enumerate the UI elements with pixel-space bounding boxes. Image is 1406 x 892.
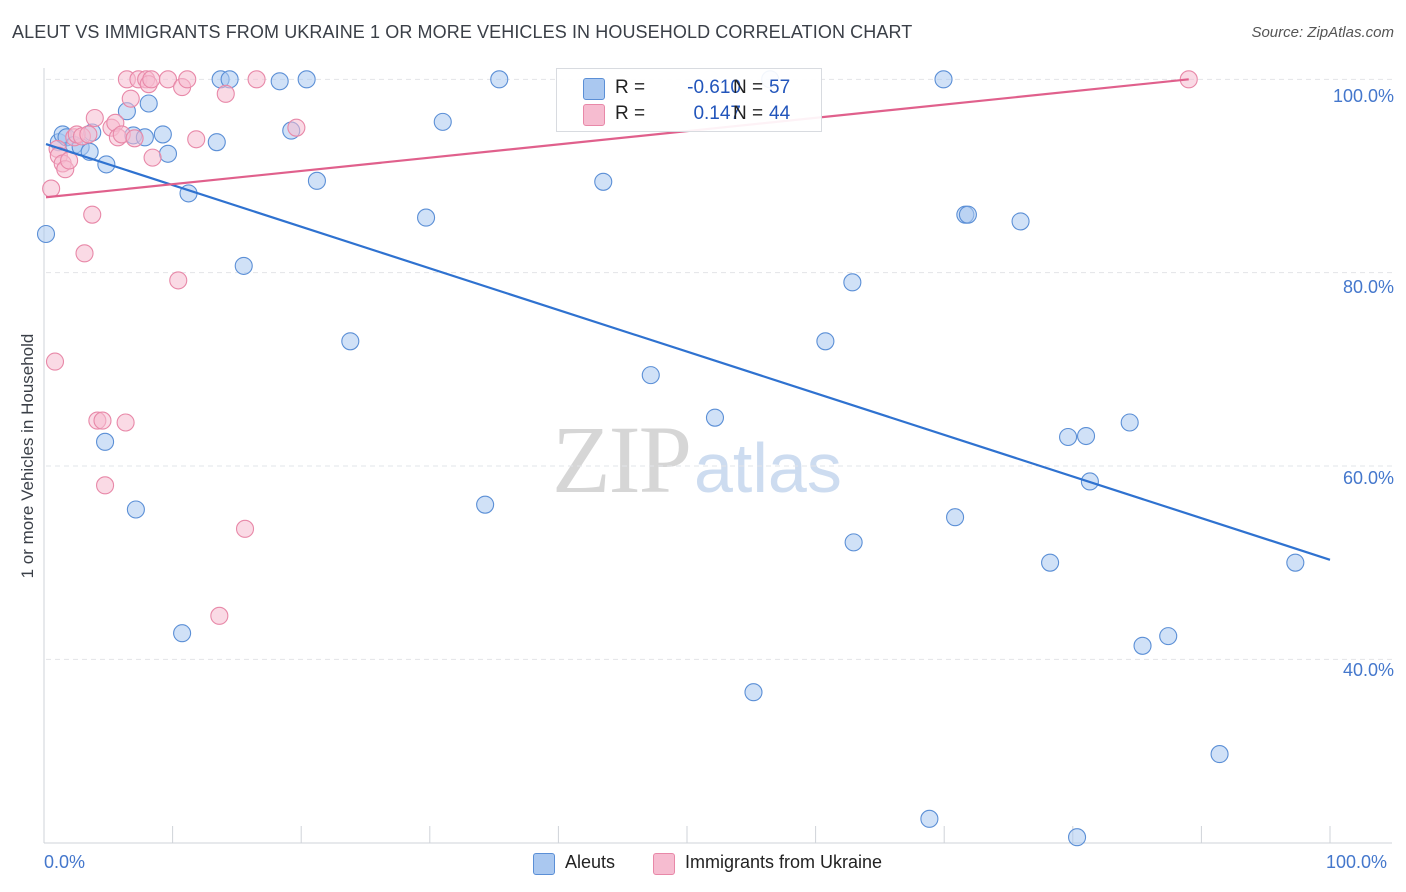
y-tick-label-60: 60.0%: [1342, 468, 1394, 488]
ukraine-point-1: [45, 352, 65, 371]
n-label: N =: [733, 103, 764, 124]
ukraine-point-38: [247, 70, 266, 89]
aleuts-point-48: [1068, 828, 1087, 847]
y-tick-label-80: 80.0%: [1342, 277, 1394, 297]
ukraine-point-33: [178, 70, 197, 89]
aleuts-point-31: [490, 70, 509, 89]
aleuts-legend-swatch-icon: [533, 853, 555, 875]
ukraine-point-35: [210, 606, 229, 625]
x-tick-label-0: 0.0%: [44, 852, 86, 872]
aleuts-point-54: [1210, 745, 1229, 764]
aleuts-point-30: [476, 495, 495, 514]
aleuts-point-9: [96, 432, 115, 451]
ukraine-point-13: [85, 108, 104, 128]
ukraine-point-36: [216, 84, 235, 103]
aleuts-point-32: [594, 172, 613, 191]
ukraine-point-16: [96, 476, 115, 495]
chart-title: ALEUT VS IMMIGRANTS FROM UKRAINE 1 OR MO…: [12, 22, 913, 42]
n-value: 57: [769, 77, 791, 98]
ukraine-swatch-icon: [583, 104, 605, 126]
aleuts-point-49: [1076, 426, 1096, 446]
source-label: Source: ZipAtlas.com: [1251, 24, 1394, 41]
x-tick-label-100: 100.0%: [1326, 852, 1388, 872]
aleuts-point-45: [1011, 212, 1030, 231]
n-label: N =: [733, 77, 764, 98]
correlation-legend: R = -0.610 N = 57 R = 0.147 N = 44: [556, 68, 822, 132]
ukraine-point-10: [75, 244, 94, 263]
aleuts-point-12: [126, 500, 145, 519]
legend-label-ukraine: Immigrants from Ukraine: [685, 852, 883, 872]
ukraine-point-21: [116, 413, 135, 432]
aleuts-point-47: [1059, 427, 1078, 447]
legend-label-aleuts: Aleuts: [565, 852, 616, 872]
ukraine-point-23: [121, 89, 140, 108]
ukraine-point-28: [142, 70, 161, 89]
aleuts-point-25: [297, 70, 316, 89]
aleuts-point-35: [744, 683, 763, 702]
ukraine-trendline: [45, 78, 1189, 199]
aleuts-point-40: [920, 809, 939, 828]
aleuts-swatch-icon: [583, 78, 605, 100]
aleuts-point-37: [816, 332, 835, 351]
aleuts-point-38: [843, 273, 862, 292]
ukraine-point-31: [169, 271, 188, 290]
aleuts-point-33: [641, 366, 660, 385]
r-label: R =: [615, 77, 646, 98]
r-value: -0.610: [687, 77, 741, 98]
r-value: 0.147: [693, 103, 741, 124]
aleuts-point-15: [153, 125, 172, 144]
y-tick-label-40: 40.0%: [1342, 660, 1394, 680]
aleuts-point-28: [417, 208, 436, 227]
aleuts-point-55: [1286, 553, 1305, 572]
ukraine-point-15: [93, 411, 112, 430]
aleuts-point-42: [946, 508, 965, 527]
aleuts-point-17: [173, 624, 192, 643]
ukraine-point-30: [158, 70, 178, 89]
aleuts-point-53: [1159, 627, 1178, 646]
ukraine-point-12: [83, 205, 102, 224]
aleuts-point-34: [705, 408, 725, 427]
aleuts-point-39: [844, 533, 863, 552]
ukraine-point-0: [42, 179, 61, 198]
r-label: R =: [615, 103, 646, 124]
y-axis-label: 1 or more Vehicles in Household: [18, 333, 37, 579]
y-tick-label-100: 100.0%: [1332, 86, 1394, 106]
ukraine-point-34: [187, 130, 206, 149]
ukraine-point-39: [287, 118, 306, 137]
aleuts-point-29: [433, 112, 452, 131]
aleuts-point-41: [934, 70, 953, 89]
aleuts-point-44: [958, 205, 977, 224]
ukraine-point-37: [235, 519, 255, 538]
aleuts-point-23: [270, 72, 289, 91]
aleuts-point-51: [1120, 413, 1139, 432]
aleuts-point-26: [307, 171, 326, 190]
ukraine-point-24: [125, 129, 144, 148]
ukraine-legend-swatch-icon: [653, 853, 675, 875]
aleuts-point-16: [158, 144, 178, 163]
n-value: 44: [769, 103, 791, 124]
aleuts-point-46: [1041, 553, 1060, 572]
aleuts-point-27: [341, 332, 360, 351]
aleuts-point-22: [234, 256, 253, 275]
aleuts-point-14: [139, 94, 158, 113]
aleuts-trendline: [45, 143, 1331, 561]
aleuts-point-52: [1133, 636, 1152, 655]
aleuts-point-19: [207, 133, 226, 152]
ukraine-point-11: [79, 125, 98, 144]
aleuts-point-0: [36, 224, 56, 244]
ukraine-point-29: [143, 148, 162, 167]
